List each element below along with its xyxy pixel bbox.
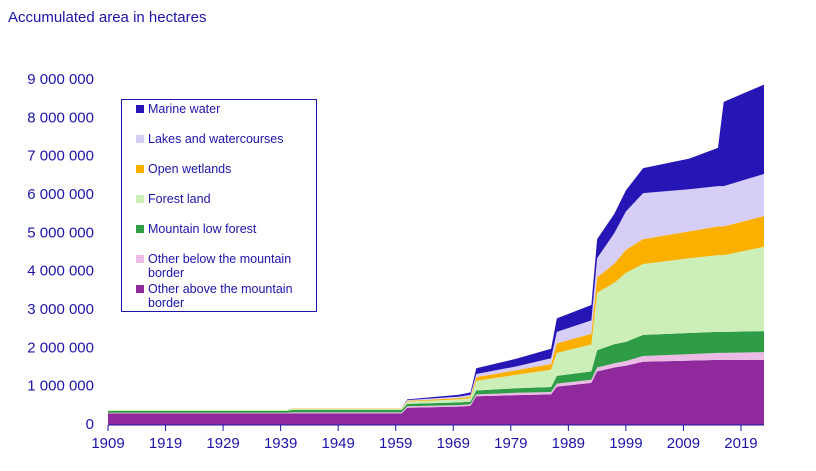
legend-swatch xyxy=(136,255,144,263)
legend-swatch xyxy=(136,135,144,143)
legend-item: Marine water xyxy=(136,102,310,116)
y-tick-label: 4 000 000 xyxy=(27,263,94,280)
y-tick-label: 9 000 000 xyxy=(27,71,94,88)
y-tick-label: 2 000 000 xyxy=(27,339,94,356)
legend-swatch xyxy=(136,225,144,233)
chart-title: Accumulated area in hectares xyxy=(8,9,206,26)
x-tick-label: 1919 xyxy=(149,435,182,452)
x-tick-label: 2019 xyxy=(724,435,757,452)
x-tick-label: 1939 xyxy=(264,435,297,452)
x-tick-label: 1929 xyxy=(206,435,239,452)
y-tick-label: 7 000 000 xyxy=(27,148,94,165)
legend-label: Lakes and watercourses xyxy=(148,132,284,146)
x-tick-label: 1959 xyxy=(379,435,412,452)
x-tick-label: 1949 xyxy=(321,435,354,452)
y-tick-label: 5 000 000 xyxy=(27,224,94,241)
legend-label: Marine water xyxy=(148,102,221,116)
area xyxy=(108,331,764,413)
legend-swatch xyxy=(136,195,144,203)
legend-label: Other below the mountain border xyxy=(148,252,292,280)
legend-swatch xyxy=(136,165,144,173)
legend-item: Forest land xyxy=(136,192,310,206)
area xyxy=(108,359,764,425)
legend-item: Other below the mountain border xyxy=(136,252,310,280)
legend: Marine water Lakes and watercourses Open w… xyxy=(121,99,317,312)
x-tick-label: 1989 xyxy=(552,435,585,452)
legend-label: Other above the mountain border xyxy=(148,282,293,310)
legend-label: Open wetlands xyxy=(148,162,232,176)
area xyxy=(108,352,764,414)
legend-swatch xyxy=(136,105,144,113)
legend-item: Mountain low forest xyxy=(136,222,310,236)
y-tick-label: 8 000 000 xyxy=(27,109,94,126)
legend-label: Mountain low forest xyxy=(148,222,257,236)
x-tick-label: 1909 xyxy=(91,435,124,452)
area xyxy=(108,246,764,411)
area xyxy=(108,173,764,411)
legend-swatch xyxy=(136,285,144,293)
x-tick-label: 1999 xyxy=(609,435,642,452)
x-tick-label: 1969 xyxy=(437,435,470,452)
y-tick-label: 3 000 000 xyxy=(27,301,94,318)
legend-label: Forest land xyxy=(148,192,211,206)
x-tick-label: 2009 xyxy=(667,435,700,452)
x-tick-label: 1979 xyxy=(494,435,527,452)
legend-item: Other above the mountain border xyxy=(136,282,310,310)
y-tick-label: 0 xyxy=(86,416,94,433)
legend-item: Lakes and watercourses xyxy=(136,132,310,146)
area xyxy=(108,216,764,411)
legend-item: Open wetlands xyxy=(136,162,310,176)
y-tick-label: 6 000 000 xyxy=(27,186,94,203)
y-tick-label: 1 000 000 xyxy=(27,378,94,395)
